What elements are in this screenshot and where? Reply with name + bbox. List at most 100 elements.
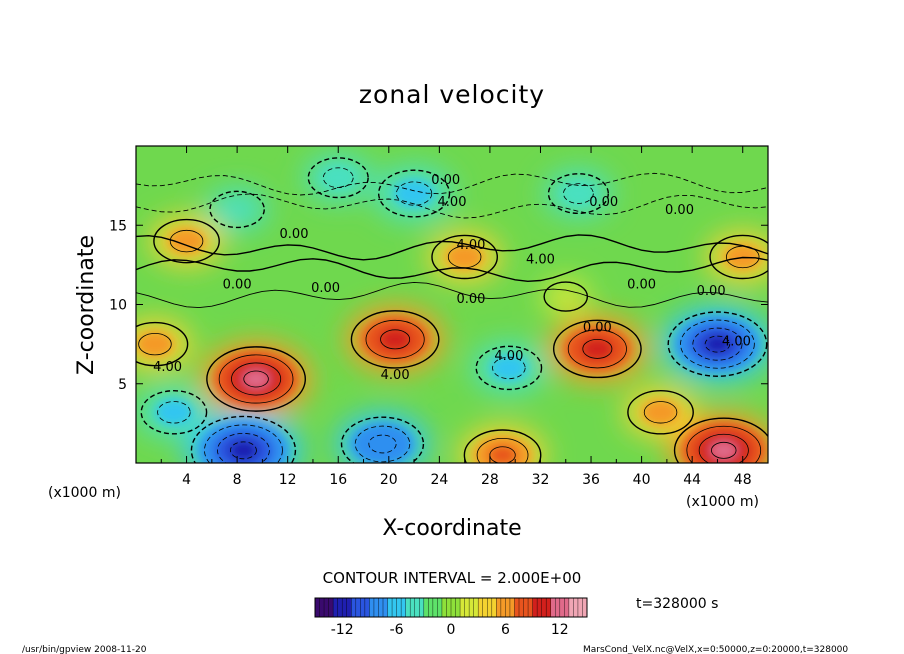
colorbar-cell	[364, 598, 370, 617]
contour-label: 0.00	[583, 320, 612, 335]
contour-label: 4.00	[153, 360, 182, 375]
colorbar-cell	[315, 598, 320, 617]
colorbar-cell	[464, 598, 470, 617]
colorbar-cell	[519, 598, 524, 617]
colorbar-cell	[355, 598, 361, 617]
colorbar-cell	[541, 598, 547, 617]
contour-line	[698, 433, 749, 463]
colorbar-tick-label: -12	[331, 622, 354, 638]
contour-line	[475, 345, 543, 391]
contour-line	[169, 229, 204, 253]
y-tick-label: 5	[118, 377, 127, 393]
colorbar-cell	[523, 598, 529, 617]
field-blob	[136, 331, 174, 357]
colorbar-cell	[573, 598, 579, 617]
colorbar: -12 -6 0 6 12	[314, 597, 588, 638]
contour-line	[395, 181, 433, 206]
x-tick-label: 4	[182, 472, 191, 488]
colorbar-cell	[550, 598, 556, 617]
x-tick-label: 8	[233, 472, 242, 488]
x-tick-label: 28	[481, 472, 499, 488]
colorbar-cell	[577, 598, 583, 617]
contour-line	[354, 425, 411, 463]
x-unit-right: (x1000 m)	[686, 494, 759, 510]
contour-line	[157, 401, 191, 424]
colorbar-cell	[337, 598, 343, 617]
contour-line	[431, 234, 499, 280]
contour-line	[136, 281, 768, 309]
contour-line	[140, 390, 208, 435]
contour-label: 4.00	[494, 349, 523, 364]
contour-label: 4.00	[381, 368, 410, 383]
field-blob	[321, 166, 356, 190]
x-tick-label: 16	[329, 472, 347, 488]
contour-line	[547, 173, 609, 215]
colorbar-cell	[423, 598, 429, 617]
contour-line	[476, 437, 529, 463]
contour-line	[377, 169, 451, 218]
contour-line	[368, 434, 397, 454]
field-blob	[490, 355, 528, 381]
field-blob	[394, 179, 435, 208]
colorbar-cell	[346, 598, 352, 617]
x-tick-label: 36	[582, 472, 600, 488]
colorbar-cell	[373, 598, 379, 617]
colorbar-cell	[514, 598, 520, 617]
x-tick-label: 40	[633, 472, 651, 488]
field-blobs	[136, 154, 768, 463]
colorbar-cell	[487, 598, 493, 617]
x-tick-label: 24	[430, 472, 448, 488]
contour-label: 4.00	[438, 195, 467, 210]
contour-line	[543, 281, 589, 312]
contour-line	[673, 417, 768, 463]
colorbar-cell	[473, 598, 479, 617]
x-tick-label: 32	[532, 472, 550, 488]
contour-label: 0.00	[627, 278, 656, 293]
time-label: t=328000 s	[636, 596, 718, 612]
contour-line	[218, 354, 294, 404]
x-tick-label: 48	[734, 472, 752, 488]
colorbar-cell	[392, 598, 397, 617]
field-blob	[561, 181, 596, 206]
contour-line	[552, 319, 642, 379]
colorbar-cell	[414, 598, 420, 617]
colorbar-cell	[428, 598, 434, 617]
contour-line	[380, 329, 411, 350]
field-blob	[580, 337, 614, 361]
field-blob	[378, 328, 412, 351]
contour-line	[567, 329, 627, 369]
contour-label: 0.00	[665, 203, 694, 218]
colorbar-cell	[509, 598, 515, 617]
contour-line	[322, 167, 354, 189]
colorbar-cell	[437, 598, 443, 617]
colorbar-cell	[469, 598, 474, 617]
colorbar-cell	[451, 598, 456, 617]
colorbar-cell	[505, 598, 511, 617]
chart-title: zonal velocity	[359, 80, 545, 109]
contour-line	[136, 234, 768, 261]
contour-label: 0.00	[280, 227, 309, 242]
colorbar-cell	[432, 598, 438, 617]
colorbar-cell	[396, 598, 402, 617]
contour-line	[206, 346, 306, 412]
x-axis-label: X-coordinate	[382, 516, 521, 541]
contour-labels: 0.00 4.00 0.00 4.00 0.00 0.00 4.00 4.00 0.00 0.00…	[153, 173, 751, 383]
colorbar-cell	[410, 598, 416, 617]
field-blob	[228, 440, 259, 461]
field-blob	[168, 228, 206, 254]
y-tick-label: 10	[109, 298, 127, 314]
contour-label: 4.00	[526, 252, 555, 267]
footer-left: /usr/bin/gpview 2008-11-20	[22, 645, 147, 654]
contour-line	[463, 429, 542, 463]
colorbar-cell	[419, 598, 425, 617]
colorbar-cell	[378, 598, 384, 617]
contour-line	[307, 157, 369, 199]
contour-line	[190, 415, 297, 463]
contour-line	[704, 335, 731, 353]
contour-line	[243, 370, 269, 388]
colorbar-cell	[441, 598, 447, 617]
contour-line	[627, 390, 694, 435]
colorbar-cell	[564, 598, 570, 617]
colorbar-cell	[333, 598, 338, 617]
